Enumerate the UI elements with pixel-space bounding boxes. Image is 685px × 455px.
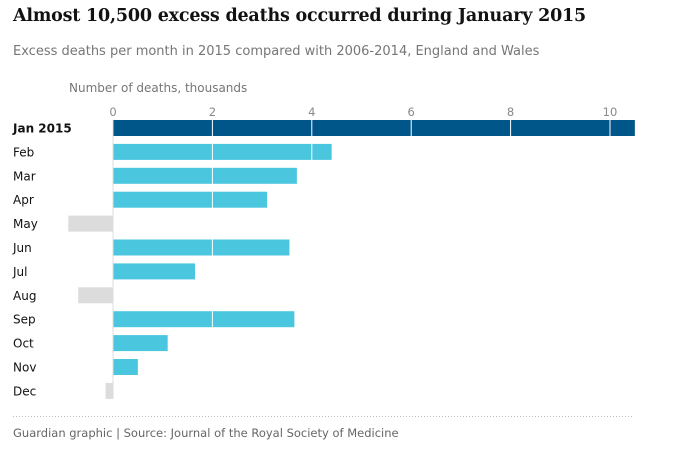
x-tick-label: 2 xyxy=(209,105,216,119)
bar xyxy=(113,167,297,184)
category-label: Jun xyxy=(12,241,32,255)
bar xyxy=(113,239,290,256)
category-label: Dec xyxy=(13,384,36,398)
bar xyxy=(78,287,113,304)
category-label: Jul xyxy=(12,265,27,279)
x-tick-label: 0 xyxy=(109,105,116,119)
x-tick-label: 4 xyxy=(308,105,315,119)
bar xyxy=(68,215,113,232)
bar xyxy=(113,143,332,160)
chart-subtitle: Excess deaths per month in 2015 compared… xyxy=(13,44,540,59)
category-label: May xyxy=(13,217,38,231)
bar xyxy=(113,120,635,136)
bar xyxy=(113,335,168,352)
category-label: Oct xyxy=(13,337,34,351)
category-label: Aug xyxy=(13,289,36,303)
x-axis-label: Number of deaths, thousands xyxy=(69,81,248,95)
bar xyxy=(105,382,113,399)
x-tick-label: 10 xyxy=(603,105,618,119)
category-label: Feb xyxy=(13,145,34,159)
bar xyxy=(113,359,138,375)
source-footer: Guardian graphic | Source: Journal of th… xyxy=(13,426,399,440)
bar xyxy=(113,311,295,328)
bar xyxy=(113,263,196,280)
x-tick-label: 8 xyxy=(507,105,514,119)
category-label: Nov xyxy=(13,361,36,375)
bar xyxy=(113,191,268,208)
category-label: Mar xyxy=(13,169,36,183)
x-tick-label: 6 xyxy=(408,105,415,119)
category-label: Apr xyxy=(13,193,34,207)
chart-title: Almost 10,500 excess deaths occurred dur… xyxy=(13,6,587,26)
category-label: Sep xyxy=(13,313,36,327)
category-label: Jan 2015 xyxy=(12,122,72,136)
